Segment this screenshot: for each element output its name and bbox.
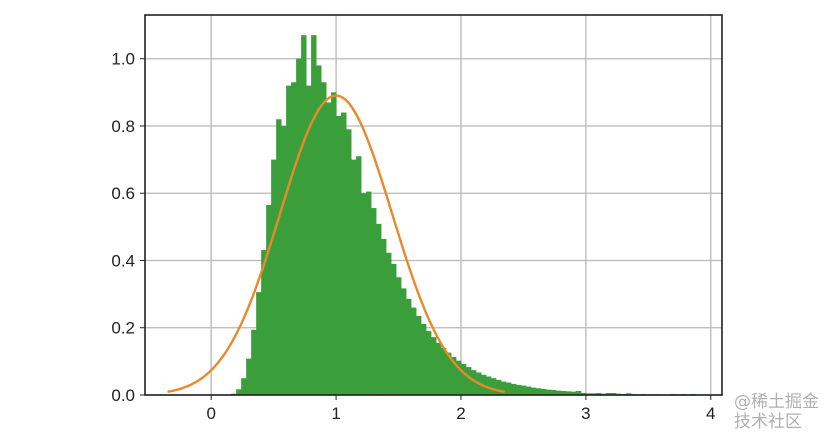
histogram-bar [311, 35, 317, 395]
histogram-bar [485, 376, 492, 395]
histogram-bar [505, 382, 512, 395]
y-tick-label: 0.6 [111, 184, 135, 203]
histogram-bar [560, 390, 567, 395]
histogram-bar [376, 223, 382, 395]
histogram-bar [585, 393, 592, 395]
histogram-bar [610, 392, 617, 395]
histogram-bar [555, 390, 562, 395]
histogram-bar [396, 277, 402, 395]
histogram-bar [435, 342, 442, 395]
histogram-bar [361, 193, 367, 395]
plot-frame [144, 14, 723, 396]
histogram-bar [296, 58, 302, 395]
histogram-bar [450, 357, 457, 395]
histogram-bar [366, 191, 372, 395]
histogram-bar [306, 85, 312, 395]
histogram-bar [371, 208, 377, 395]
histogram-bar [251, 329, 257, 395]
histogram-bar [595, 392, 602, 395]
histogram-bar [301, 35, 307, 395]
histogram-bar [545, 389, 552, 395]
y-axis: 0.0 0.2 0.4 0.6 0.8 1.0 [111, 50, 145, 405]
histogram-bar [391, 263, 397, 395]
histogram-bar [281, 125, 287, 395]
histogram-bar [351, 159, 357, 395]
histogram-bar [440, 347, 447, 395]
histogram-bar [326, 102, 332, 396]
y-tick-label: 0.0 [111, 386, 135, 405]
histogram-bar [550, 389, 557, 395]
histogram-bar [535, 388, 542, 395]
histogram-bar [266, 205, 272, 395]
histogram-bar [236, 389, 242, 395]
histogram-bar [316, 65, 322, 395]
histogram-bar [590, 393, 597, 395]
x-tick-label: 2 [456, 404, 465, 423]
histogram-bar [411, 307, 417, 395]
x-axis: 0 1 2 3 4 [206, 395, 715, 423]
y-tick-label: 1.0 [111, 50, 135, 69]
histogram-bar [256, 292, 262, 395]
histogram-bar [580, 392, 587, 395]
histogram-bar [331, 92, 337, 396]
histogram-bar [515, 384, 522, 395]
histogram-bar [416, 315, 422, 395]
watermark: @稀土掘金技术社区 [734, 392, 819, 432]
histogram-bar [401, 288, 407, 395]
histogram-bar [386, 252, 392, 395]
x-tick-label: 0 [206, 404, 215, 423]
histogram-bar [460, 364, 467, 395]
histogram-bar [261, 250, 267, 395]
x-tick-label: 1 [331, 404, 340, 423]
histogram-bar [575, 390, 582, 395]
histogram-bar [381, 238, 387, 395]
histogram-bar [605, 392, 612, 395]
histogram-bar [241, 378, 247, 395]
x-tick-label: 3 [581, 404, 590, 423]
histogram-bar [465, 367, 472, 395]
normal-curve-line [167, 94, 505, 393]
histogram-bar [271, 159, 277, 395]
y-tick-label: 0.8 [111, 117, 135, 136]
histogram-bar [336, 115, 342, 396]
histogram-bar [431, 337, 437, 395]
y-tick-label: 0.2 [111, 319, 135, 338]
histogram-bar [291, 82, 297, 395]
histogram-bar [276, 119, 282, 395]
histogram-bar [406, 298, 412, 395]
histogram-bar [341, 112, 347, 395]
histogram-bar [495, 379, 502, 395]
histogram-bar [455, 360, 462, 395]
histogram-bar [286, 85, 292, 395]
histogram-bar [565, 391, 572, 395]
histogram-bar [490, 378, 497, 395]
histogram-bar [520, 385, 527, 395]
x-tick-label: 4 [706, 404, 715, 423]
histogram-bar [510, 383, 517, 395]
histogram-bar [426, 331, 432, 395]
histogram-bar [356, 156, 362, 395]
histogram-bar [321, 82, 327, 395]
y-tick-label: 0.4 [111, 251, 135, 270]
histogram-bar [570, 391, 577, 395]
histogram-bar [625, 393, 632, 395]
histogram-bar [346, 129, 352, 395]
histogram-bar [421, 324, 427, 395]
histogram-bar [470, 370, 477, 395]
normal-curve [167, 94, 505, 393]
histogram-bar [530, 387, 537, 395]
histogram-bar [246, 358, 252, 395]
histogram-bar [500, 381, 507, 395]
histogram-bars [226, 35, 712, 396]
histogram-bar [445, 352, 452, 395]
histogram-bar [525, 386, 532, 395]
histogram-bar [540, 388, 547, 395]
